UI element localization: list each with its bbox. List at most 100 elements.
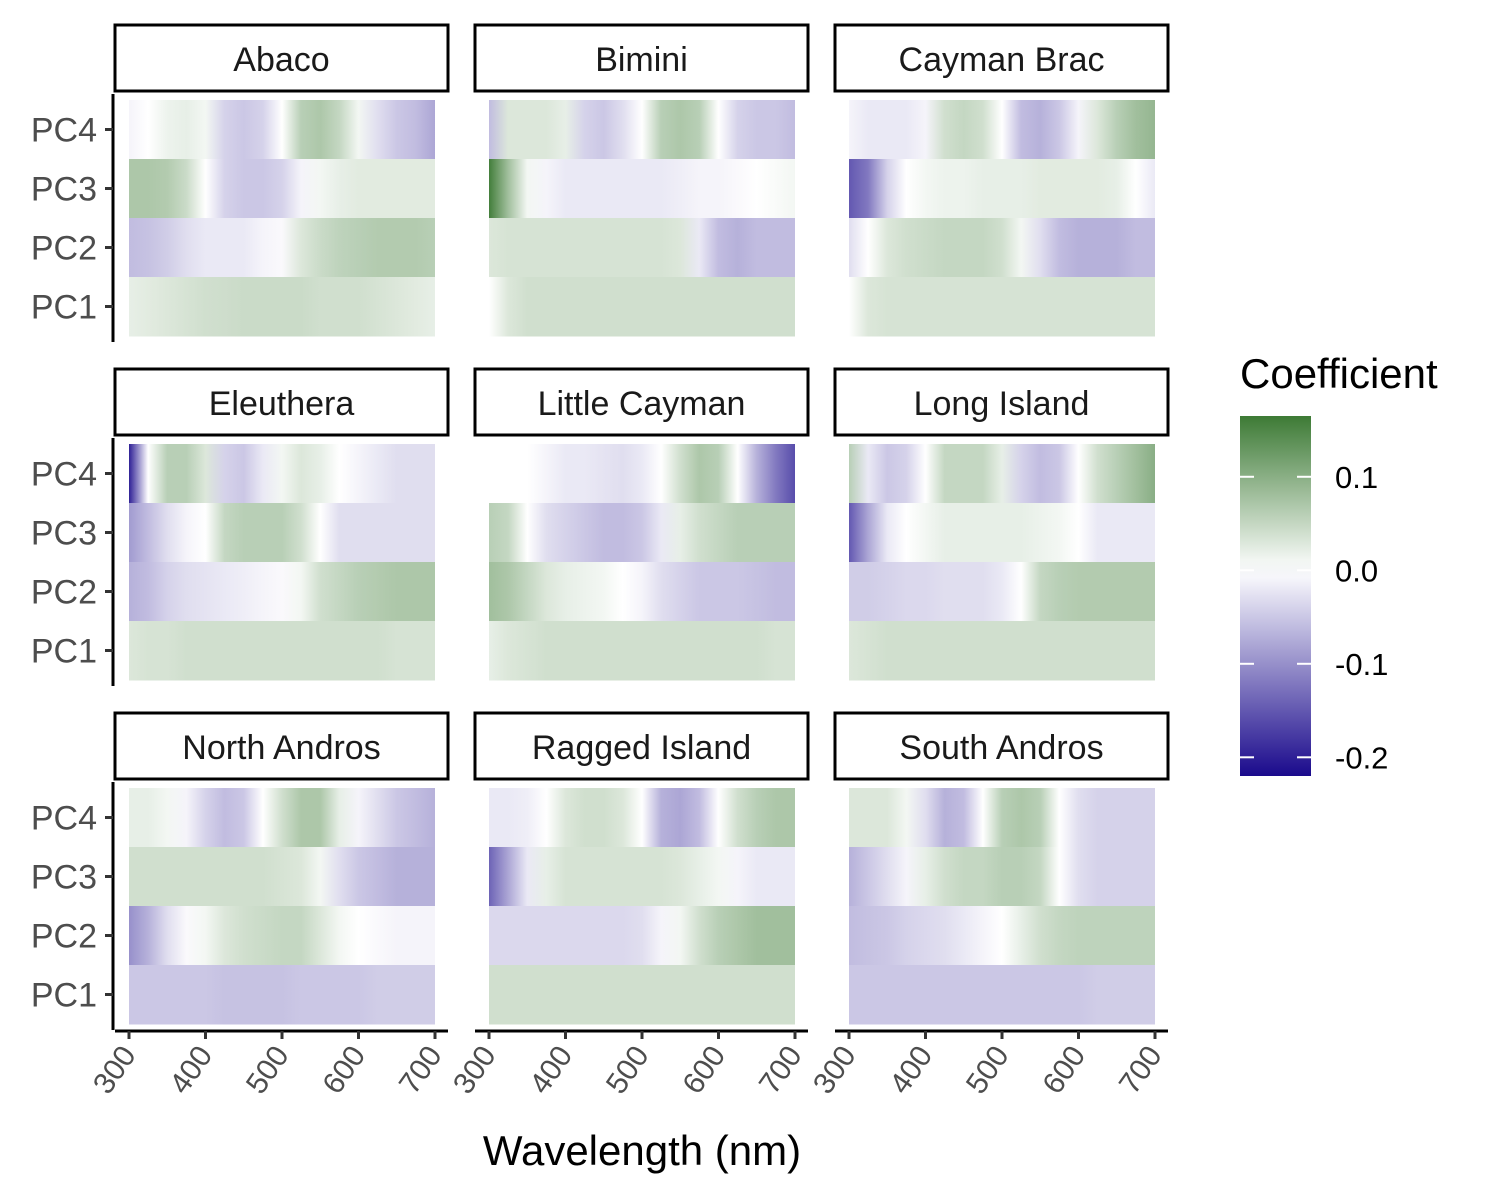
- facet-bimini: Bimini: [473, 23, 810, 337]
- heat-band-pc3: [489, 847, 795, 907]
- heat-band-pc3: [129, 503, 435, 563]
- heat-band-pc3: [129, 159, 435, 219]
- y-tick-label: PC4: [31, 112, 97, 150]
- heat-band-pc1: [849, 621, 1155, 681]
- heat-band-pc3: [129, 847, 435, 907]
- facet-strip-label: North Andros: [182, 729, 380, 767]
- facet-strip: [833, 23, 1170, 93]
- facet-strip: [113, 711, 450, 781]
- heat-band-pc4: [849, 100, 1155, 160]
- legend-label: -0.2: [1335, 740, 1388, 775]
- facet-strip: [473, 711, 810, 781]
- x-tick-label: 700: [1113, 1040, 1169, 1100]
- legend-label: -0.1: [1335, 647, 1388, 682]
- y-tick-label: PC2: [31, 230, 97, 268]
- heat-band-pc2: [849, 562, 1155, 622]
- legend-label: 0.1: [1335, 460, 1378, 495]
- y-tick-label: PC1: [31, 977, 97, 1015]
- y-tick-label: PC3: [31, 171, 97, 209]
- x-tick-label: 700: [753, 1040, 809, 1100]
- facet-strip-label: Little Cayman: [538, 385, 746, 423]
- facet-long-island: Long Island: [833, 367, 1170, 681]
- heat-band-pc4: [129, 444, 435, 504]
- facet-strip-label: Abaco: [233, 41, 329, 79]
- x-tick-label: 300: [447, 1040, 503, 1100]
- facet-strip: [113, 23, 450, 93]
- facet-strip-label: Cayman Brac: [899, 41, 1105, 79]
- facet-ragged-island: Ragged Island: [473, 711, 810, 1025]
- y-tick-label: PC2: [31, 918, 97, 956]
- x-axis-title: Wavelength (nm): [483, 1127, 801, 1174]
- heat-band-pc1: [849, 965, 1155, 1025]
- x-tick-label: 400: [883, 1040, 939, 1100]
- heat-band-pc4: [489, 444, 795, 504]
- legend: Coefficient 0.1 0.0 -0.1 -0.2: [1240, 350, 1438, 776]
- x-tick-label: 500: [960, 1040, 1016, 1100]
- heat-band-pc2: [489, 218, 795, 278]
- y-tick-label: PC2: [31, 574, 97, 612]
- heat-band-pc1: [129, 965, 435, 1025]
- heat-band-pc4: [489, 100, 795, 160]
- facet-strip-label: Long Island: [914, 385, 1090, 423]
- facet-south-andros: South Andros: [833, 711, 1170, 1025]
- facet-strip: [473, 367, 810, 437]
- heat-band-pc3: [849, 159, 1155, 219]
- heat-band-pc2: [489, 562, 795, 622]
- heat-band-pc3: [489, 503, 795, 563]
- facet-strip: [473, 23, 810, 93]
- x-tick-label: 600: [316, 1040, 372, 1100]
- y-tick-label: PC1: [31, 633, 97, 671]
- heat-band-pc3: [849, 503, 1155, 563]
- y-tick-label: PC4: [31, 456, 97, 494]
- x-tick-label: 400: [523, 1040, 579, 1100]
- x-tick-label: 700: [393, 1040, 449, 1100]
- y-tick-label: PC3: [31, 515, 97, 553]
- x-tick-label: 600: [1036, 1040, 1092, 1100]
- legend-label: 0.0: [1335, 553, 1378, 588]
- heat-band-pc4: [849, 444, 1155, 504]
- heat-band-pc1: [489, 621, 795, 681]
- facet-north-andros: North Andros: [113, 711, 450, 1025]
- heat-band-pc4: [129, 788, 435, 848]
- y-tick-label: PC3: [31, 859, 97, 897]
- facet-abaco: Abaco: [113, 23, 450, 337]
- heat-band-pc4: [489, 788, 795, 848]
- facet-panels: Abaco Bimini Cayman Brac Eleuthera Little Ca…: [113, 23, 1170, 1025]
- heat-band-pc2: [849, 906, 1155, 966]
- facet-strip-label: Ragged Island: [532, 729, 751, 767]
- x-tick-label: 400: [163, 1040, 219, 1100]
- y-tick-label: PC4: [31, 800, 97, 838]
- x-tick-label: 500: [240, 1040, 296, 1100]
- heat-band-pc2: [129, 906, 435, 966]
- heat-band-pc4: [129, 100, 435, 160]
- y-tick-label: PC1: [31, 289, 97, 327]
- heat-band-pc1: [849, 277, 1155, 337]
- x-tick-label: 300: [807, 1040, 863, 1100]
- heat-band-pc1: [129, 277, 435, 337]
- facet-strip-label: South Andros: [899, 729, 1103, 767]
- facet-strip: [833, 367, 1170, 437]
- heat-band-pc4: [849, 788, 1155, 848]
- legend-colorbar: [1240, 416, 1311, 776]
- facet-strip-label: Eleuthera: [209, 385, 355, 423]
- heat-band-pc1: [489, 965, 795, 1025]
- heat-band-pc1: [489, 277, 795, 337]
- heat-band-pc3: [489, 159, 795, 219]
- facet-eleuthera: Eleuthera: [113, 367, 450, 681]
- facet-strip-label: Bimini: [595, 41, 688, 79]
- heat-band-pc3: [849, 847, 1155, 907]
- heat-band-pc1: [129, 621, 435, 681]
- legend-title: Coefficient: [1240, 350, 1438, 397]
- heat-band-pc2: [489, 906, 795, 966]
- x-tick-label: 600: [676, 1040, 732, 1100]
- facet-little-cayman: Little Cayman: [473, 367, 810, 681]
- heat-band-pc2: [129, 562, 435, 622]
- facet-strip: [833, 711, 1170, 781]
- facet-cayman-brac: Cayman Brac: [833, 23, 1170, 337]
- heat-band-pc2: [129, 218, 435, 278]
- x-tick-label: 300: [87, 1040, 143, 1100]
- heat-band-pc2: [849, 218, 1155, 278]
- x-tick-label: 500: [600, 1040, 656, 1100]
- facet-strip: [113, 367, 450, 437]
